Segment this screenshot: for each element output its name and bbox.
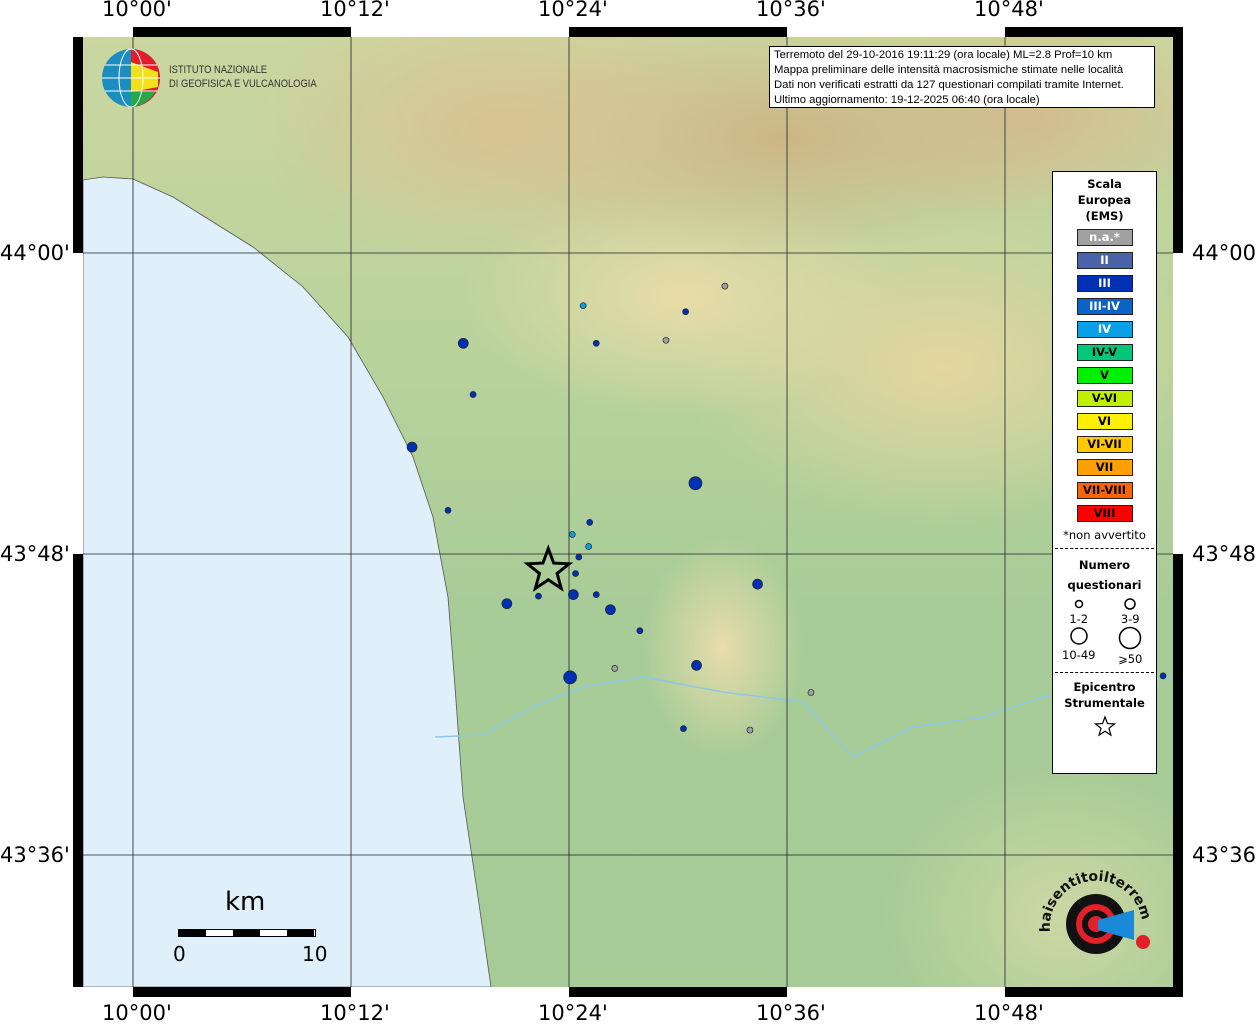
sea — [83, 176, 492, 987]
observation-point[interactable] — [444, 507, 452, 514]
legend-class-swatch: III-IV — [1076, 298, 1133, 315]
info-line: Dati non verificati estratti da 127 ques… — [774, 79, 1124, 91]
scalebar-unit: km — [225, 887, 266, 917]
observation-point[interactable] — [457, 337, 469, 349]
lon-tick-top: 10°00' — [102, 0, 172, 21]
observation-point[interactable] — [680, 725, 687, 732]
info-line: Ultimo aggiornamento: 19-12-2025 06:40 (… — [774, 94, 1040, 106]
legend-class-swatch: VII — [1076, 459, 1133, 476]
legend-class-swatch: II — [1076, 252, 1133, 269]
observation-point[interactable] — [721, 282, 729, 290]
lat-tick-left: 44°00' — [0, 241, 70, 265]
observation-point[interactable] — [406, 441, 418, 453]
observation-point[interactable] — [568, 589, 579, 600]
observation-point[interactable] — [746, 726, 754, 734]
event-info-box: Terremoto del 29-10-2016 19:11:29 (ora l… — [769, 46, 1155, 108]
river — [434, 676, 1173, 758]
observation-point[interactable] — [636, 627, 644, 635]
observation-point[interactable] — [682, 308, 689, 316]
observation-point[interactable] — [592, 339, 600, 347]
observation-point[interactable] — [572, 570, 579, 577]
epicenter-star-icon — [523, 544, 574, 592]
info-line: Terremoto del 29-10-2016 19:11:29 (ora l… — [774, 49, 1113, 61]
info-line: Mappa preliminare delle intensità macros… — [774, 64, 1124, 76]
count-class: 3-9 — [1120, 612, 1140, 626]
count-class: ⩾50 — [1118, 652, 1143, 666]
observation-point[interactable] — [585, 543, 592, 550]
intensity-map[interactable]: km 0 10 haisentitoilterremoto.it — [83, 37, 1173, 987]
observation-point[interactable] — [563, 670, 577, 685]
legend-class-swatch: V — [1076, 367, 1133, 384]
observation-point[interactable] — [691, 660, 702, 671]
legend-note: *non avvertito — [1063, 528, 1146, 542]
observation-point[interactable] — [568, 531, 576, 538]
legend: Scala Europea (EMS) n.a.* II III III-IV IV IV… — [1052, 171, 1157, 774]
count-class: 10-49 — [1062, 648, 1096, 662]
epicenter-title: Epicentro — [1073, 680, 1136, 694]
observation-point[interactable] — [575, 553, 583, 561]
lat-tick-right: 43°48' — [1192, 542, 1256, 566]
observation-point[interactable] — [611, 665, 619, 672]
observation-point[interactable] — [579, 302, 587, 310]
hsit-logo: haisentitoilterremoto.it — [1031, 850, 1154, 977]
observation-point[interactable] — [592, 591, 600, 598]
count-title: Numero — [1078, 558, 1131, 572]
legend-class-swatch: n.a.* — [1076, 229, 1133, 246]
observation-point[interactable] — [662, 336, 670, 344]
legend-class-swatch: VI — [1076, 413, 1133, 430]
ingv-name-line1: ISTITUTO NAZIONALE — [169, 64, 268, 76]
lon-tick-top: 10°36' — [756, 0, 826, 21]
observation-point[interactable] — [535, 592, 542, 600]
lon-tick-top: 10°48' — [974, 0, 1044, 21]
lon-tick-top: 10°12' — [320, 0, 390, 21]
observation-point[interactable] — [469, 391, 477, 398]
observation-point[interactable] — [752, 578, 763, 590]
observation-point[interactable] — [807, 689, 815, 696]
lat-tick-right: 44°00' — [1192, 241, 1256, 265]
lon-tick-bottom: 10°12' — [320, 1001, 390, 1025]
legend-class-swatch: VII-VIII — [1076, 482, 1133, 499]
count-class: 1-2 — [1069, 612, 1089, 626]
legend-class-swatch: V-VI — [1076, 390, 1133, 407]
epicenter-title: Strumentale — [1064, 696, 1145, 710]
observation-point[interactable] — [586, 519, 594, 526]
legend-title: Europea — [1077, 193, 1132, 207]
observation-point[interactable] — [501, 598, 513, 610]
lon-tick-bottom: 10°48' — [974, 1001, 1044, 1025]
legend-class-swatch: VI-VII — [1076, 436, 1133, 453]
legend-class-swatch: VIII — [1076, 505, 1133, 522]
lat-tick-left: 43°36' — [0, 843, 70, 867]
legend-title: (EMS) — [1085, 209, 1124, 223]
legend-class-swatch: IV-V — [1076, 344, 1133, 361]
scalebar-max: 10 — [302, 942, 328, 966]
lon-tick-top: 10°24' — [538, 0, 608, 21]
legend-class-swatch: IV — [1076, 321, 1133, 338]
ingv-name-line2: DI GEOFISICA E VULCANOLOGIA — [169, 78, 317, 90]
observation-point[interactable] — [605, 604, 616, 616]
legend-title: Scala — [1087, 177, 1122, 191]
lon-tick-bottom: 10°24' — [538, 1001, 608, 1025]
lon-tick-bottom: 10°00' — [102, 1001, 172, 1025]
scalebar-min: 0 — [173, 942, 186, 966]
observation-point[interactable] — [688, 476, 703, 491]
count-title: questionari — [1067, 578, 1142, 592]
lat-tick-right: 43°36' — [1192, 843, 1256, 867]
epicenter-legend-star-icon — [1093, 715, 1116, 737]
lat-tick-left: 43°48' — [0, 542, 70, 566]
lon-tick-bottom: 10°36' — [756, 1001, 826, 1025]
scalebar: km 0 10 — [173, 887, 333, 967]
legend-class-swatch: III — [1076, 275, 1133, 292]
observation-point[interactable] — [1159, 672, 1167, 680]
